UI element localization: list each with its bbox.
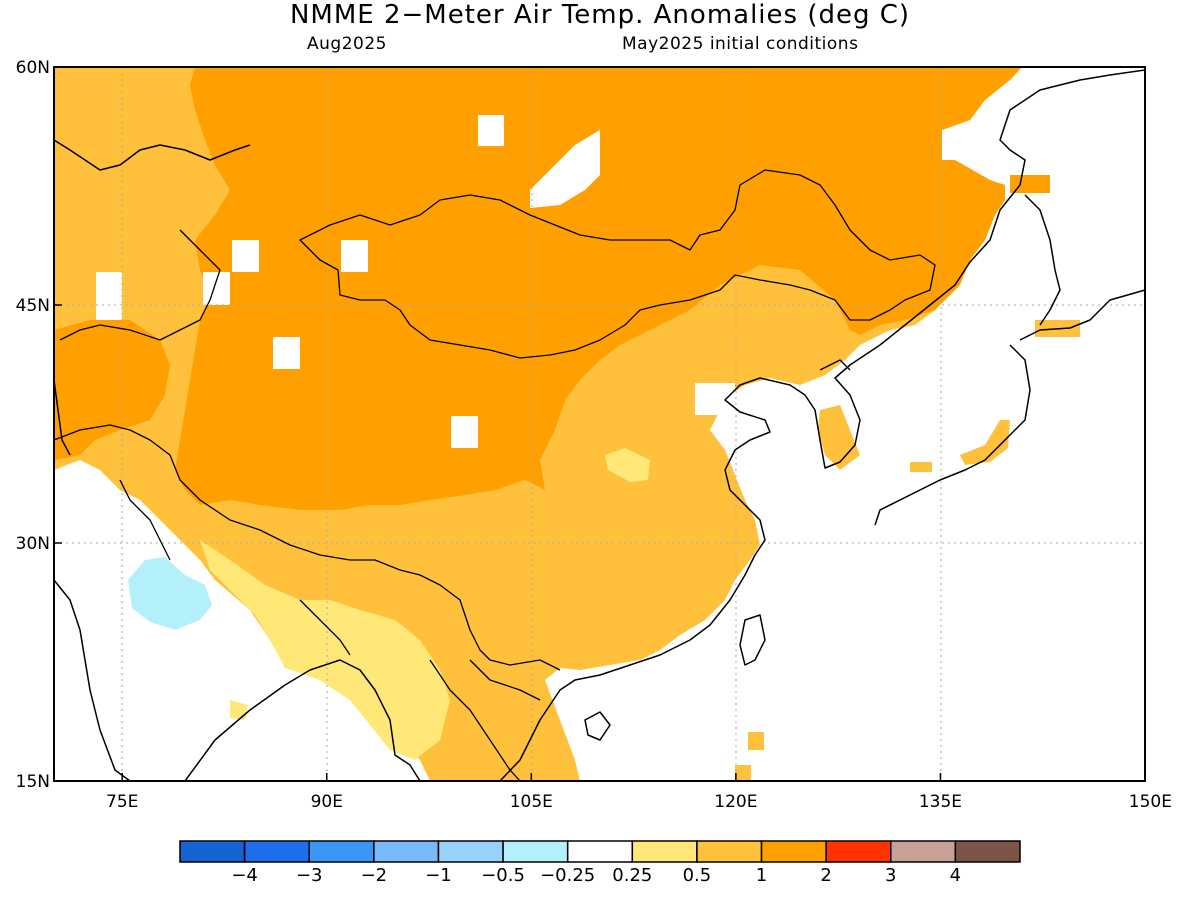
colorbar-swatch xyxy=(437,840,504,863)
lon-tick-label: 90E xyxy=(311,792,343,812)
colorbar-label: 0.25 xyxy=(612,865,652,886)
anomaly-cell xyxy=(1010,175,1050,193)
colorbar-label: −4 xyxy=(231,865,258,886)
map-frame xyxy=(53,66,1146,782)
lat-tick-label: 15N xyxy=(16,772,50,792)
colorbar-swatch xyxy=(373,840,440,863)
graticule xyxy=(54,67,1145,781)
colorbar-label: 3 xyxy=(885,865,896,886)
map-title: NMME 2−Meter Air Temp. Anomalies (deg C) xyxy=(289,0,911,30)
colorbar-label: −0.25 xyxy=(540,865,595,886)
colorbar-label: −1 xyxy=(425,865,452,886)
colorbar-label: 0.5 xyxy=(683,865,712,886)
anomaly-region-japan xyxy=(960,420,1010,465)
lon-tick-label: 75E xyxy=(106,792,138,812)
anomaly-region-korea xyxy=(818,405,860,470)
colorbar-swatch xyxy=(954,840,1021,863)
anomaly-region-dark-orange-west xyxy=(54,320,170,460)
anomaly-cell xyxy=(748,732,764,750)
coastlines xyxy=(54,69,1145,781)
colorbar xyxy=(179,840,1021,863)
colorbar-swatch xyxy=(631,840,698,863)
colorbar-swatch xyxy=(502,840,569,863)
colorbar-swatch xyxy=(308,840,375,863)
lon-tick-label: 135E xyxy=(919,792,962,812)
colorbar-swatch xyxy=(760,840,827,863)
map-area xyxy=(54,67,1145,781)
lat-tick-label: 45N xyxy=(16,296,50,316)
country-borders xyxy=(54,169,936,781)
colorbar-labels: −4 −3 −2 −1 −0.5 −0.25 0.25 0.5 1 2 3 4 xyxy=(231,865,961,886)
forecast-month: Aug2025 xyxy=(307,34,387,54)
lon-tick-label: 150E xyxy=(1129,792,1172,812)
colorbar-swatch xyxy=(825,840,892,863)
colorbar-swatch xyxy=(696,840,763,863)
anomaly-region-yellow-south xyxy=(200,540,450,760)
lat-tick-label: 30N xyxy=(16,534,50,554)
anomaly-region-dark-orange xyxy=(175,67,1022,510)
colorbar-swatch xyxy=(179,840,246,863)
axis-labels: 75E 90E 105E 120E 135E 150E 60N 45N 30N 15N xyxy=(16,58,1172,812)
colorbar-label: 2 xyxy=(820,865,831,886)
masked-cells xyxy=(96,115,972,448)
anomaly-cell xyxy=(735,765,751,781)
lon-tick-label: 105E xyxy=(510,792,553,812)
colorbar-swatch xyxy=(243,840,310,863)
axis-ticks xyxy=(54,66,1146,782)
lat-tick-label: 60N xyxy=(16,58,50,78)
initial-conditions: May2025 initial conditions xyxy=(622,34,859,54)
colorbar-label: 1 xyxy=(756,865,767,886)
anomaly-region-yellow-west xyxy=(230,700,248,720)
colorbar-label: −0.5 xyxy=(481,865,525,886)
anomaly-region-light-blue xyxy=(128,557,212,630)
colorbar-swatch xyxy=(890,840,957,863)
colorbar-label: −2 xyxy=(361,865,388,886)
colorbar-label: −3 xyxy=(296,865,323,886)
colorbar-swatch xyxy=(566,840,634,863)
lon-tick-label: 120E xyxy=(714,792,757,812)
anomaly-region-yellow-center xyxy=(605,448,650,482)
anomaly-cell xyxy=(910,462,932,472)
colorbar-label: 4 xyxy=(950,865,961,886)
